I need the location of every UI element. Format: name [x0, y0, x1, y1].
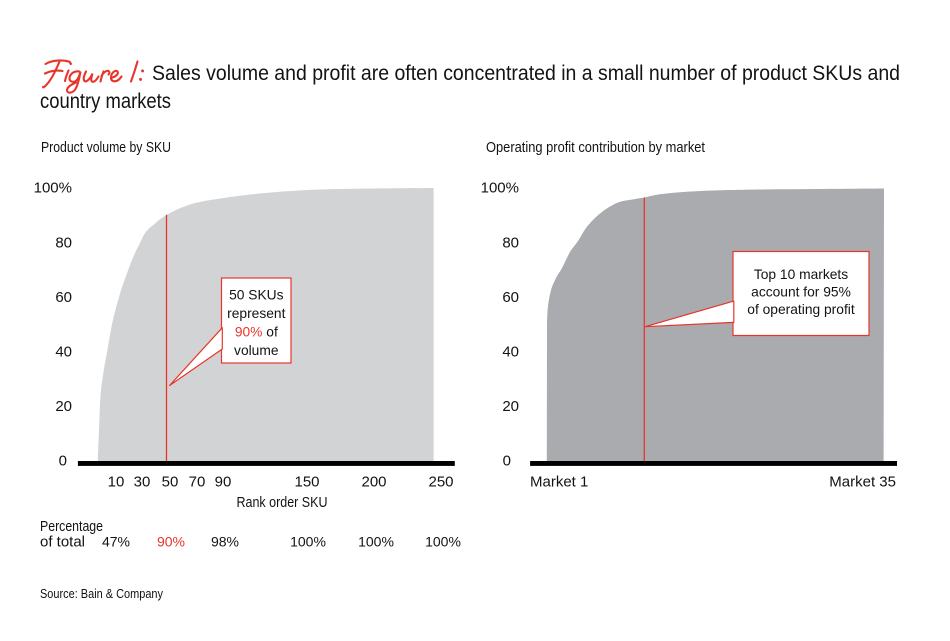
svg-text:0: 0	[503, 453, 511, 470]
svg-text:of total: of total	[40, 535, 85, 551]
svg-text:30: 30	[134, 474, 151, 491]
svg-text:100%: 100%	[34, 180, 72, 197]
svg-text:20: 20	[502, 398, 519, 415]
svg-text:150: 150	[294, 474, 319, 491]
svg-text:50 SKUs: 50 SKUs	[229, 288, 284, 303]
svg-text:40: 40	[55, 344, 72, 361]
svg-text:80: 80	[55, 234, 72, 251]
svg-text:50: 50	[162, 474, 179, 491]
svg-text:volume: volume	[234, 343, 279, 358]
svg-text:account for 95%: account for 95%	[751, 285, 851, 300]
svg-text:100%: 100%	[425, 534, 461, 550]
svg-text:100%: 100%	[358, 534, 394, 550]
svg-text:country markets: country markets	[40, 90, 171, 113]
svg-text:80: 80	[502, 234, 519, 251]
svg-text:98%: 98%	[211, 534, 239, 550]
svg-text:250: 250	[428, 474, 453, 491]
svg-text:represent: represent	[227, 306, 285, 321]
svg-text:Rank order SKU: Rank order SKU	[237, 495, 328, 511]
svg-text:10: 10	[108, 474, 125, 491]
svg-text:20: 20	[55, 398, 72, 415]
svg-text:Percentage: Percentage	[40, 519, 103, 535]
svg-text:60: 60	[55, 289, 72, 306]
svg-text:Top 10 markets: Top 10 markets	[754, 267, 848, 282]
svg-text:0: 0	[59, 453, 67, 470]
svg-text:40: 40	[502, 344, 519, 361]
svg-text:Operating profit contribution: Operating profit contribution by market	[486, 140, 705, 156]
svg-text:Product volume by SKU: Product volume by SKU	[41, 140, 171, 156]
svg-text:60: 60	[502, 289, 519, 306]
svg-text:200: 200	[361, 474, 386, 491]
svg-text:70: 70	[189, 474, 206, 491]
svg-text:47%: 47%	[102, 534, 130, 550]
svg-text:of operating profit: of operating profit	[747, 302, 855, 317]
svg-text:90%: 90%	[157, 534, 185, 550]
svg-text:100%: 100%	[290, 534, 326, 550]
svg-text:Sales volume and profit are of: Sales volume and profit are often concen…	[152, 62, 900, 85]
svg-text:Market 1: Market 1	[530, 474, 588, 491]
svg-text:Source: Bain & Company: Source: Bain & Company	[40, 586, 163, 601]
svg-text:100%: 100%	[481, 180, 519, 197]
svg-text:90: 90	[215, 474, 232, 491]
svg-text:90% of: 90% of	[235, 325, 278, 340]
svg-text:Market 35: Market 35	[829, 474, 896, 491]
